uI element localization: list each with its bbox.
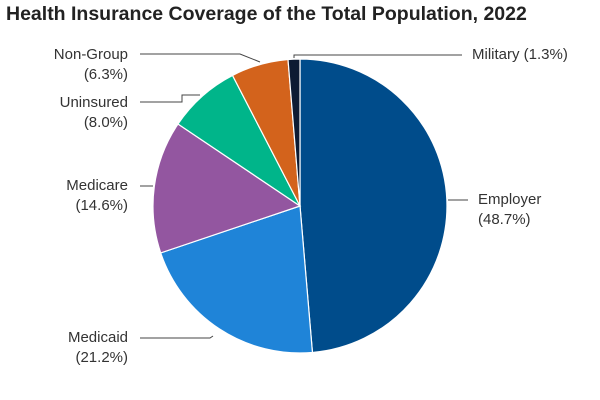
slice-value-label-non-group: (6.3%) (84, 66, 128, 83)
leader-line-non-group (140, 53, 261, 63)
slice-label-medicaid: Medicaid (68, 329, 128, 346)
pie-slice-medicaid (159, 205, 314, 354)
leader-line-uninsured (140, 94, 200, 103)
slice-value-label: (1.3%) (524, 46, 568, 63)
slice-label-uninsured: Uninsured (60, 94, 128, 111)
pie-slice-military (287, 58, 301, 207)
slice-label-non-group: Non-Group (54, 46, 128, 63)
chart-title: Health Insurance Coverage of the Total P… (6, 3, 527, 25)
slice-value-label-employer: (48.7%) (478, 211, 531, 228)
slice-name: Military (472, 46, 524, 63)
slice-label-military: Military (1.3%) (472, 46, 568, 63)
slice-label-medicare: Medicare (66, 177, 128, 194)
slice-value-label-medicaid: (21.2%) (75, 349, 128, 366)
leader-line-medicaid (140, 335, 214, 339)
leader-line-military (293, 54, 462, 58)
slice-label-employer: Employer (478, 191, 541, 208)
pie-slice-employer (299, 58, 448, 354)
slice-value-label-uninsured: (8.0%) (84, 114, 128, 131)
slice-value-label-medicare: (14.6%) (75, 197, 128, 214)
pie-slice-medicare (152, 123, 302, 254)
